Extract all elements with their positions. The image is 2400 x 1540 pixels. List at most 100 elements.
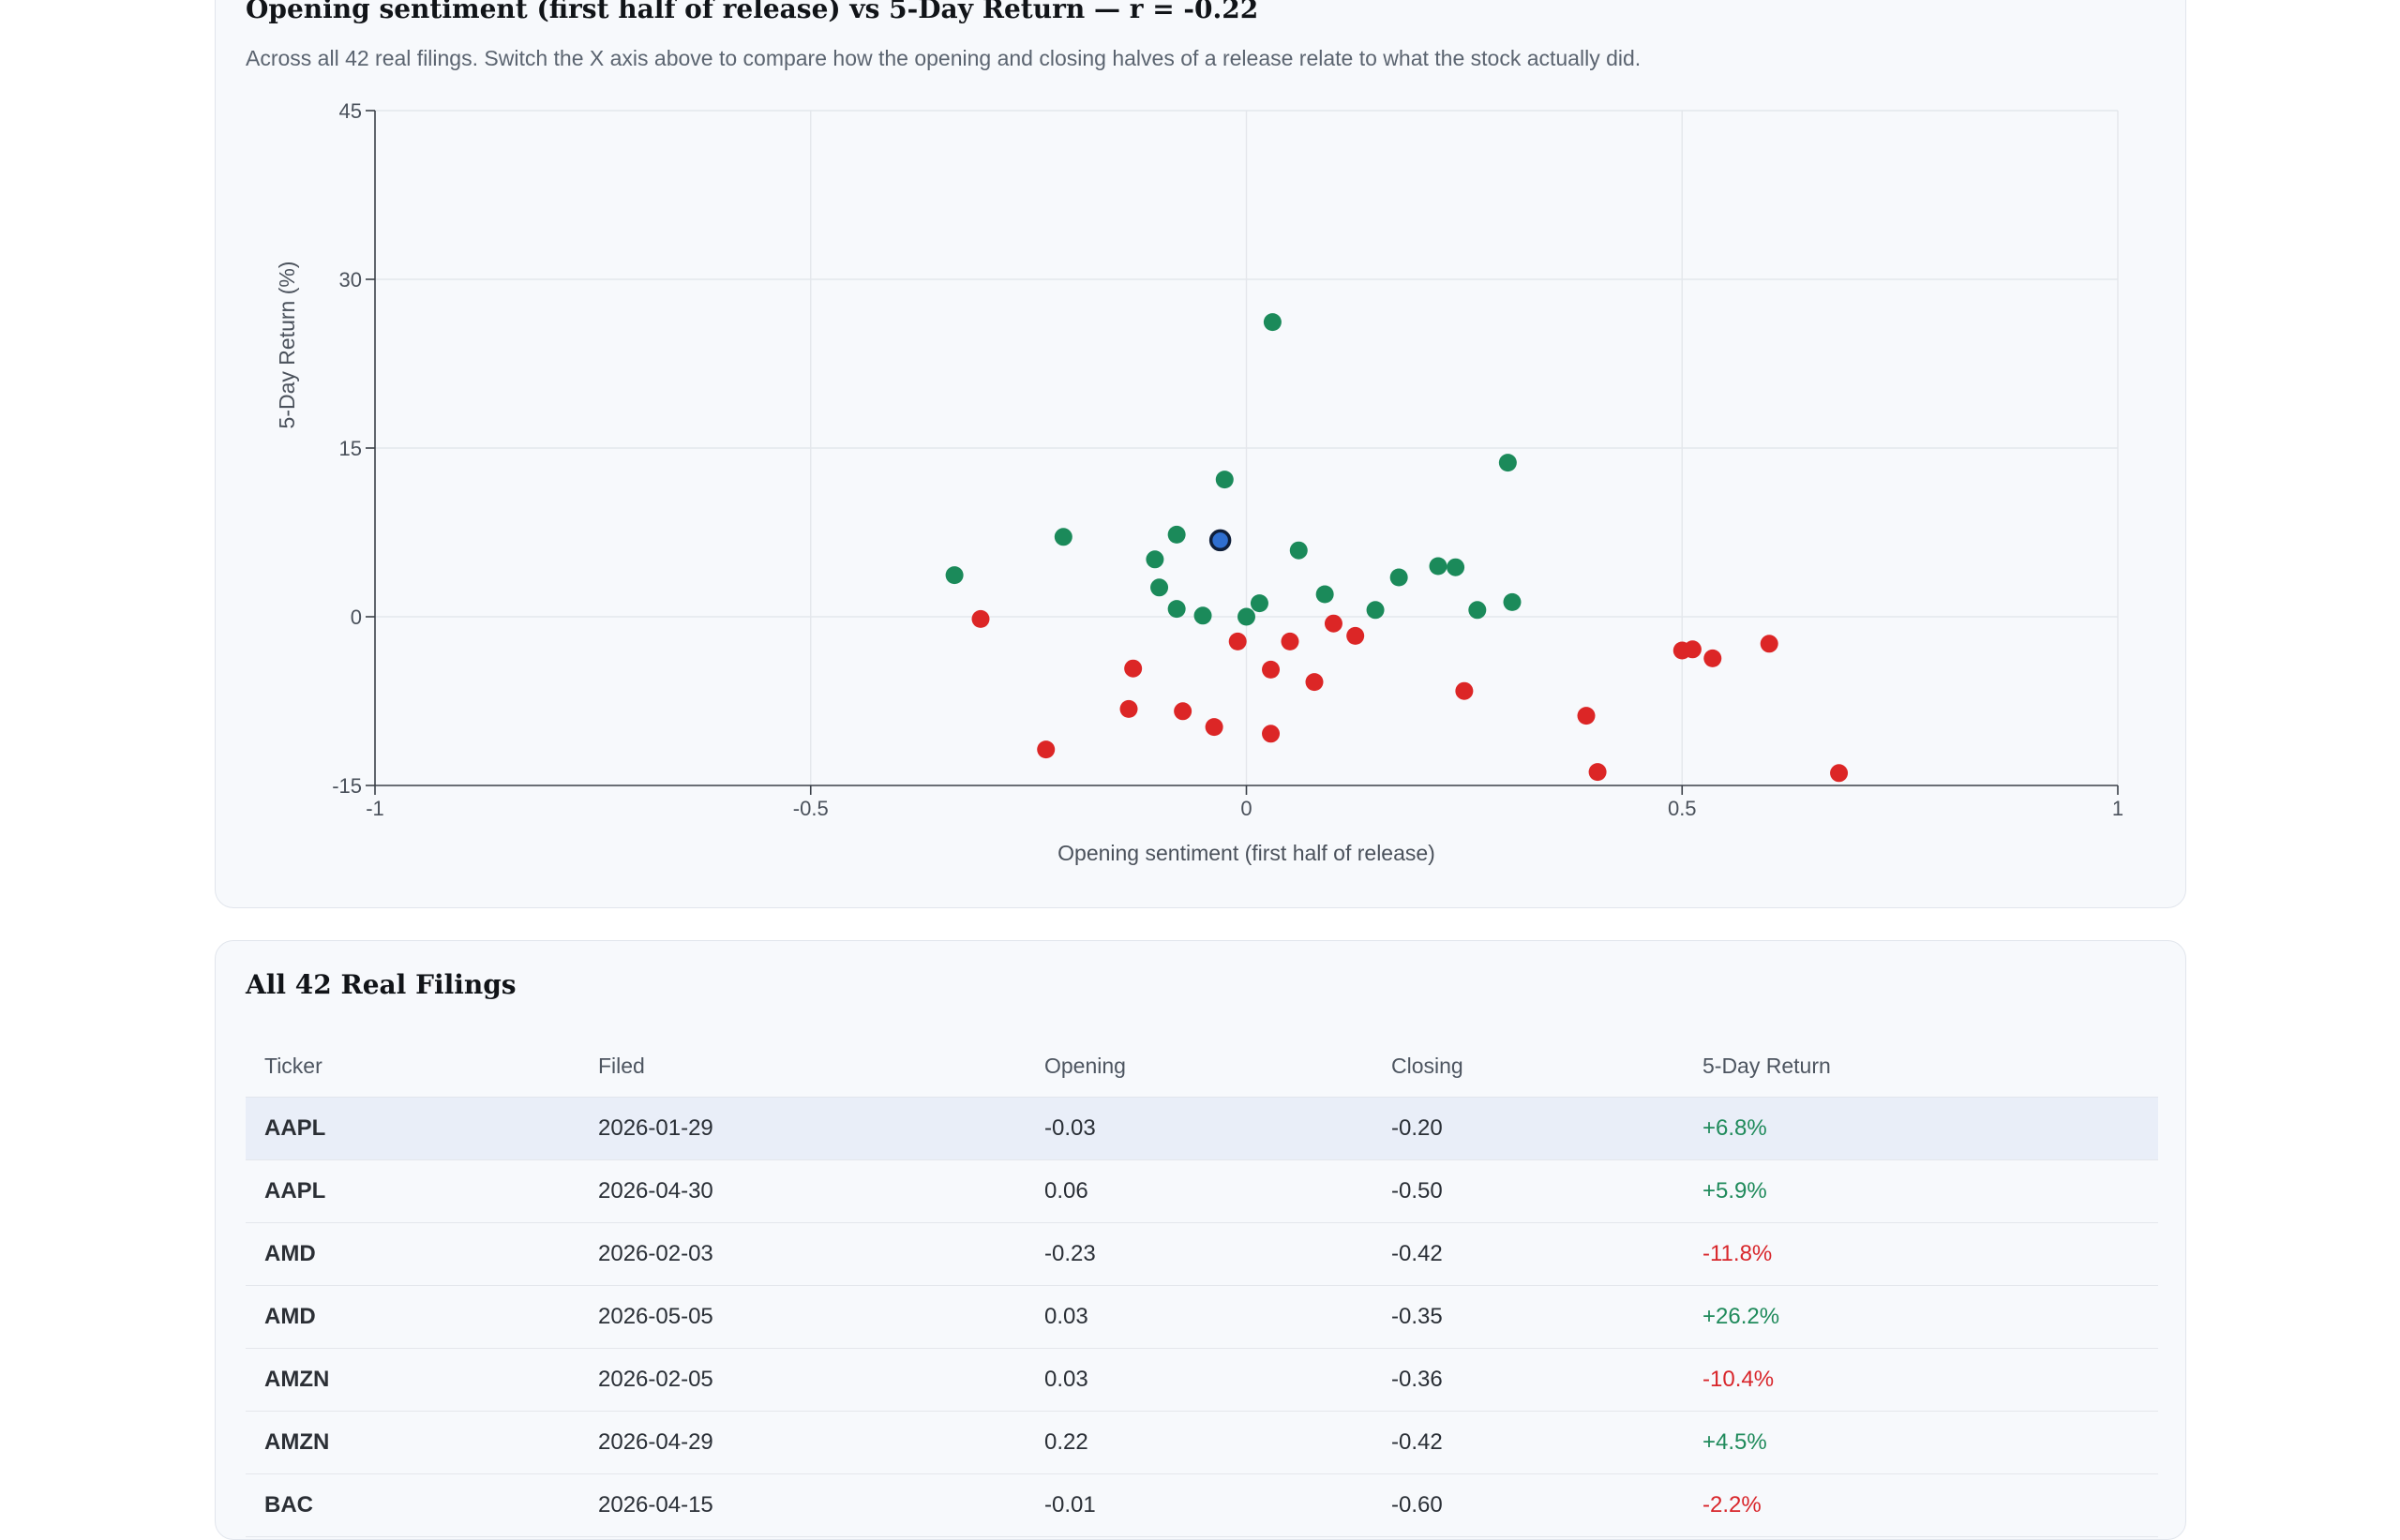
scatter-point[interactable] [1346, 626, 1365, 645]
scatter-point[interactable] [1263, 313, 1282, 332]
scatter-point[interactable] [1250, 594, 1268, 613]
scatter-point[interactable] [1119, 699, 1138, 718]
chart-title: Opening sentiment (first half of release… [246, 0, 1259, 24]
x-axis-title: Opening sentiment (first half of release… [1058, 841, 1435, 865]
return-cell: +5.9% [1684, 1159, 2158, 1223]
scatter-point[interactable] [1289, 541, 1308, 560]
y-tick-label: 45 [339, 99, 362, 123]
filed-cell: 2026-04-15 [579, 1473, 1026, 1537]
column-header-5-day-return[interactable]: 5-Day Return [1684, 1035, 2158, 1098]
table-header-row: Ticker Filed Opening Closing 5-Day Retur… [246, 1035, 2158, 1098]
opening-cell: -0.23 [1026, 1222, 1372, 1286]
scatter-point[interactable] [1455, 681, 1474, 700]
scatter-point[interactable] [1238, 607, 1255, 626]
return-cell: -10.4% [1684, 1348, 2158, 1412]
closing-cell: -0.50 [1372, 1159, 1684, 1223]
scatter-point[interactable] [1760, 635, 1778, 653]
table-title: All 42 Real Filings [246, 969, 517, 1000]
ticker-cell: AMD [246, 1222, 579, 1286]
scatter-point[interactable] [1389, 568, 1408, 587]
table-row[interactable]: AAPL 2026-04-30 0.06 -0.50 +5.9% [246, 1159, 2158, 1223]
closing-cell: -0.60 [1372, 1473, 1684, 1537]
column-header-closing[interactable]: Closing [1372, 1035, 1684, 1098]
y-tick-label: -15 [332, 774, 362, 798]
filed-cell: 2026-02-03 [579, 1222, 1026, 1286]
scatter-point[interactable] [1167, 600, 1186, 619]
table-card: All 42 Real Filings Ticker Filed Opening… [215, 940, 2186, 1540]
scatter-point[interactable] [945, 566, 964, 585]
scatter-point[interactable] [1205, 718, 1223, 737]
filed-cell: 2026-04-30 [579, 1159, 1026, 1223]
scatter-point[interactable] [1503, 592, 1522, 611]
scatter-point[interactable] [1262, 660, 1281, 679]
scatter-point[interactable] [1037, 740, 1056, 759]
y-axis-title: 5-Day Return (%) [275, 262, 299, 429]
scatter-point[interactable] [1429, 557, 1448, 576]
filed-cell: 2026-05-05 [579, 1285, 1026, 1349]
scatter-point[interactable] [1124, 659, 1143, 678]
y-tick-label: 15 [339, 437, 362, 460]
scatter-chart: -1 -0.5 0 0.5 1 -15 0 15 30 45 Opening sentiment (… [275, 99, 2123, 865]
scatter-point[interactable] [1174, 702, 1192, 721]
y-tick-label: 30 [339, 268, 362, 292]
closing-cell: -0.42 [1372, 1222, 1684, 1286]
scatter-point[interactable] [1193, 606, 1212, 625]
chart-subtitle: Across all 42 real filings. Switch the X… [246, 46, 1642, 70]
ticker-cell: BAC [246, 1473, 579, 1537]
opening-cell: 0.03 [1026, 1285, 1372, 1349]
return-cell: +6.8% [1684, 1097, 2158, 1160]
ticker-cell: AAPL [246, 1097, 579, 1160]
scatter-point[interactable] [1588, 763, 1607, 782]
scatter-point[interactable] [1150, 578, 1169, 597]
ticker-cell: AMD [246, 1285, 579, 1349]
opening-cell: 0.22 [1026, 1411, 1372, 1474]
scatter-point[interactable] [1324, 614, 1342, 633]
closing-cell: -0.35 [1372, 1285, 1684, 1349]
return-cell: -11.8% [1684, 1222, 2158, 1286]
table-row[interactable]: AMZN 2026-02-05 0.03 -0.36 -10.4% [246, 1348, 2158, 1412]
selected-scatter-point[interactable] [1208, 529, 1232, 552]
scatter-point[interactable] [1468, 601, 1487, 620]
scatter-point[interactable] [1228, 632, 1247, 650]
ticker-cell: AAPL [246, 1159, 579, 1223]
opening-cell: 0.03 [1026, 1348, 1372, 1412]
opening-cell: 0.06 [1026, 1159, 1372, 1223]
column-header-filed[interactable]: Filed [579, 1035, 1026, 1098]
table-row[interactable]: AAPL 2026-01-29 -0.03 -0.20 +6.8% [246, 1097, 2158, 1160]
scatter-point[interactable] [971, 609, 990, 628]
opening-cell: -0.03 [1026, 1097, 1372, 1160]
return-cell: +4.5% [1684, 1411, 2158, 1474]
scatter-point[interactable] [1830, 764, 1849, 783]
scatter-point[interactable] [1683, 640, 1702, 659]
x-tick-label: -0.5 [793, 797, 829, 820]
ticker-cell: AMZN [246, 1348, 579, 1412]
filings-table: Ticker Filed Opening Closing 5-Day Retur… [246, 1035, 2158, 1537]
return-cell: +26.2% [1684, 1285, 2158, 1349]
y-tick-label: 0 [351, 606, 362, 629]
table-row[interactable]: AMZN 2026-04-29 0.22 -0.42 +4.5% [246, 1411, 2158, 1474]
return-cell: -2.2% [1684, 1473, 2158, 1537]
opening-cell: -0.01 [1026, 1473, 1372, 1537]
scatter-point[interactable] [1498, 454, 1517, 472]
scatter-point[interactable] [1054, 528, 1072, 546]
scatter-point[interactable] [1305, 673, 1324, 692]
column-header-opening[interactable]: Opening [1026, 1035, 1372, 1098]
scatter-point[interactable] [1577, 707, 1596, 725]
scatter-point[interactable] [1167, 525, 1186, 544]
scatter-point[interactable] [1281, 632, 1299, 650]
scatter-point[interactable] [1215, 471, 1234, 489]
scatter-point[interactable] [1447, 558, 1465, 576]
scatter-point[interactable] [1315, 585, 1334, 604]
scatter-point[interactable] [1703, 649, 1722, 667]
ticker-cell: AMZN [246, 1411, 579, 1474]
table-row[interactable]: BAC 2026-04-15 -0.01 -0.60 -2.2% [246, 1473, 2158, 1537]
filed-cell: 2026-01-29 [579, 1097, 1026, 1160]
closing-cell: -0.42 [1372, 1411, 1684, 1474]
scatter-point[interactable] [1146, 550, 1164, 569]
scatter-point[interactable] [1262, 725, 1281, 743]
scatter-point[interactable] [1366, 601, 1385, 620]
table-row[interactable]: AMD 2026-02-03 -0.23 -0.42 -11.8% [246, 1222, 2158, 1286]
table-row[interactable]: AMD 2026-05-05 0.03 -0.35 +26.2% [246, 1285, 2158, 1349]
x-tick-label: -1 [366, 797, 384, 820]
column-header-ticker[interactable]: Ticker [246, 1035, 579, 1098]
